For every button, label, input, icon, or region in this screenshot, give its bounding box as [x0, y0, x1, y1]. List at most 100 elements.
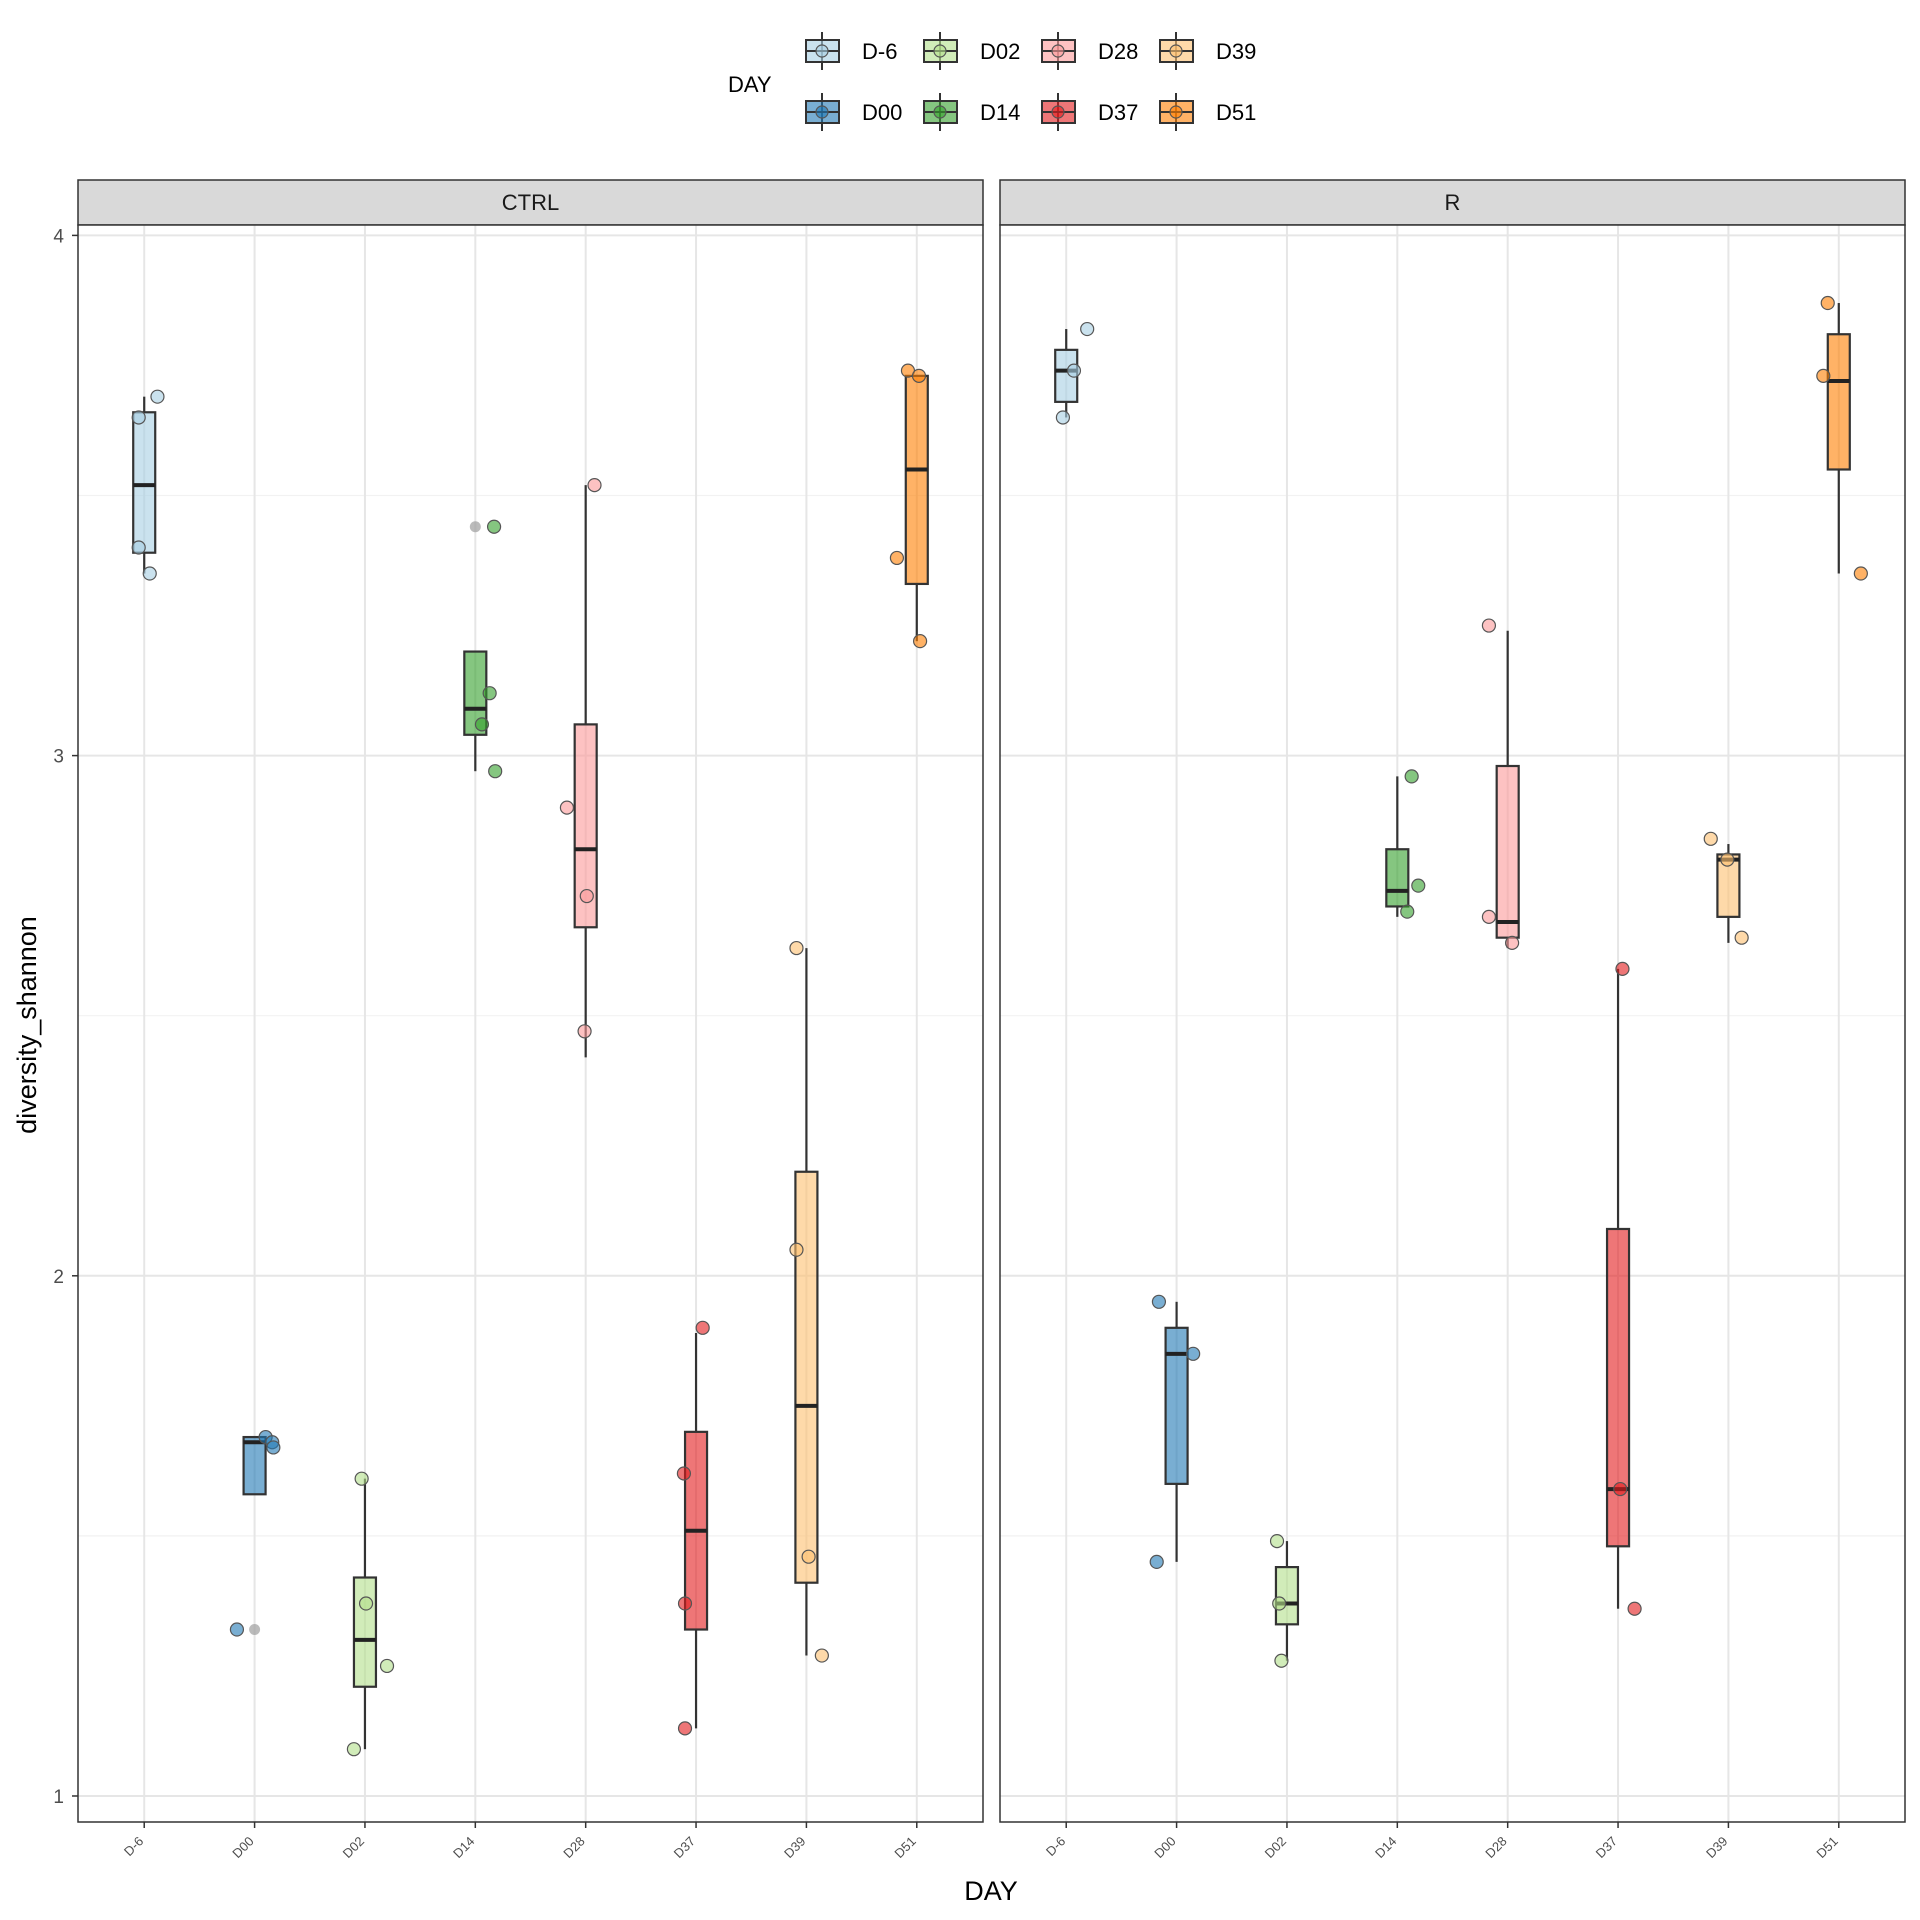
data-point [559, 800, 575, 815]
box-r-d02 [1269, 1533, 1300, 1668]
box-iqr [1274, 1566, 1300, 1626]
box-r-d14 [1385, 769, 1426, 919]
data-point [482, 686, 497, 701]
data-point [587, 477, 602, 493]
box-iqr [573, 723, 598, 929]
box-iqr [794, 1170, 819, 1584]
box-ctrl-d28 [559, 477, 602, 1058]
facet-strip [999, 179, 1906, 226]
x-tick-label-d39: D39 [781, 1834, 808, 1861]
legend: DAY D-6 D02 D28 D39 D00 D14 D37 D51 [728, 32, 1256, 131]
legend-label-d51: D51 [1216, 100, 1256, 125]
panel-border [999, 224, 1906, 1823]
legend-label-d00: D00 [862, 100, 902, 125]
data-point [814, 1648, 829, 1663]
box-iqr [352, 1576, 378, 1688]
data-point [1272, 1596, 1287, 1611]
legend-key-point [933, 44, 947, 58]
box-ctrl-d-6 [131, 389, 165, 581]
legend-item-d28: D28 [1041, 32, 1138, 70]
box-iqr [1385, 848, 1410, 908]
x-tick-label-d00: D00 [229, 1834, 256, 1861]
data-point [1853, 566, 1868, 581]
data-point [486, 519, 502, 534]
data-point [379, 1658, 395, 1674]
data-point [1269, 1533, 1285, 1549]
data-point [1186, 1346, 1201, 1361]
data-point [1055, 410, 1071, 425]
legend-label-d02: D02 [980, 39, 1020, 64]
x-tick-label-d-6: D-6 [1043, 1834, 1068, 1859]
data-point [358, 1596, 374, 1611]
data-point [1720, 852, 1735, 867]
facets: CTRL D-6 D00 D02 D14 D28 D37 D39 D51 1 2 3 4 R D-6 D00 D… [53, 179, 1906, 1861]
facet-r: R D-6 D00 D02 D14 D28 D37 D39 D51 [999, 179, 1906, 1861]
data-point [1404, 769, 1419, 784]
legend-key-point [1169, 44, 1183, 58]
data-point [695, 1320, 710, 1335]
data-point [801, 1549, 816, 1564]
legend-item-d39: D39 [1159, 32, 1256, 70]
box-iqr [242, 1435, 267, 1496]
data-point [1151, 1294, 1167, 1309]
data-point [488, 764, 503, 779]
x-tick-label-d14: D14 [1372, 1834, 1399, 1861]
box-ctrl-d14 [463, 519, 503, 779]
data-point [1816, 368, 1831, 383]
panel-background [1000, 225, 1905, 1822]
data-point [1481, 618, 1497, 633]
box-iqr [1826, 333, 1851, 471]
facet-strip-label: CTRL [502, 190, 559, 215]
legend-item-d51: D51 [1159, 93, 1256, 131]
facet-ctrl: CTRL D-6 D00 D02 D14 D28 D37 D39 D51 1 2 3 4 [53, 179, 984, 1861]
data-point [142, 566, 157, 581]
legend-key-point [933, 105, 947, 119]
data-point [912, 634, 928, 649]
legend-title: DAY [728, 72, 772, 97]
legend-key-point [815, 44, 829, 58]
x-tick-label-d51: D51 [1813, 1834, 1840, 1861]
box-ctrl-d39 [789, 940, 829, 1663]
data-point [579, 888, 594, 904]
legend-label-d-6: D-6 [862, 39, 897, 64]
data-point [266, 1440, 281, 1455]
x-tick-label-d28: D28 [560, 1834, 587, 1861]
x-tick-label-d39: D39 [1703, 1834, 1730, 1861]
box-ctrl-d37 [676, 1320, 710, 1736]
box-iqr [904, 374, 929, 586]
data-point [1703, 831, 1718, 846]
data-point [1080, 321, 1095, 337]
data-point [911, 368, 927, 383]
data-point [677, 1596, 693, 1611]
data-point [1820, 295, 1835, 311]
x-tick-label-d28: D28 [1482, 1834, 1509, 1861]
box-ctrl-d51 [889, 363, 929, 649]
x-tick-label-d02: D02 [340, 1834, 367, 1861]
box-r-d00 [1149, 1294, 1201, 1570]
data-point [1149, 1554, 1164, 1570]
x-tick-label-d14: D14 [450, 1834, 477, 1861]
data-point [1400, 904, 1415, 919]
box-r-d28 [1481, 618, 1520, 950]
data-point [1613, 1481, 1628, 1497]
y-axis-title: diversity_shannon [12, 916, 42, 1134]
legend-label-d39: D39 [1216, 39, 1256, 64]
legend-label-d37: D37 [1098, 100, 1138, 125]
box-r-d37 [1605, 961, 1642, 1616]
outlier-point [469, 521, 481, 533]
data-point [474, 717, 490, 732]
data-point [131, 540, 146, 555]
data-point [789, 940, 804, 956]
legend-key-point [1051, 105, 1065, 119]
x-tick-label-d37: D37 [671, 1834, 698, 1861]
box-r-d51 [1816, 295, 1868, 581]
data-point [676, 1466, 692, 1481]
box-iqr [1605, 1227, 1631, 1548]
data-point [1066, 363, 1082, 378]
y-tick-label: 4 [53, 226, 64, 247]
data-point [1734, 930, 1749, 945]
data-point [131, 410, 146, 425]
legend-label-d28: D28 [1098, 39, 1138, 64]
data-point [1481, 909, 1497, 924]
